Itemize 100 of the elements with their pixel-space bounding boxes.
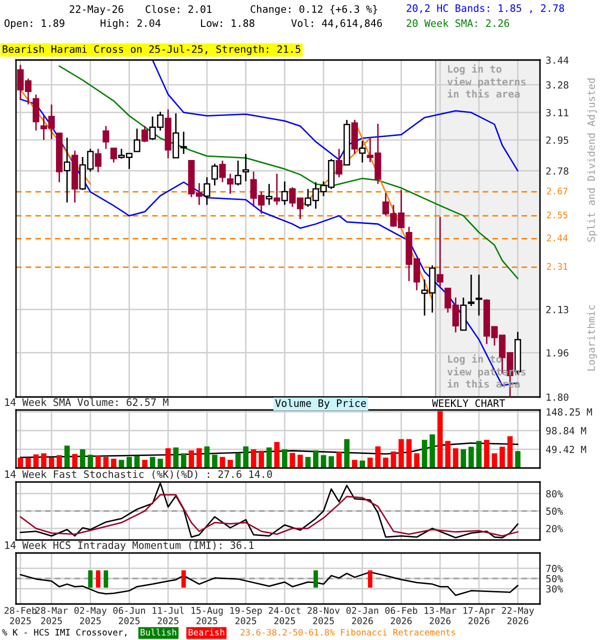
bar [484, 440, 490, 468]
y-tick-label: 50% [546, 508, 563, 515]
bar [158, 458, 163, 468]
candlestick [134, 128, 140, 152]
y-tick-label: 1.96 [546, 349, 568, 357]
text: 20,2 HC Bands: 1.85 , 2.78 [406, 4, 564, 14]
bar [422, 440, 428, 468]
y-tick-label: 98.84 M [546, 427, 586, 434]
x-tick-label: 15-Aug 2025 [191, 607, 223, 624]
y-tick-label: 30% [546, 585, 563, 593]
x-tick-label: 11-Jul 2025 [152, 606, 184, 624]
text: Logarithmic [587, 305, 597, 371]
y-tick-label: 148.25 M [546, 408, 592, 416]
x-tick-label: 22-May 2026 [502, 606, 534, 624]
bar [64, 446, 70, 468]
bar [180, 453, 186, 468]
ref-line-label: 2.67 [546, 188, 568, 194]
bar [250, 449, 256, 468]
bar [452, 448, 458, 468]
bar [328, 456, 334, 468]
ref-line-label: 2.55 [546, 212, 568, 218]
bar [18, 458, 24, 468]
candlestick [204, 176, 210, 206]
y-tick-label: 3.44 [546, 56, 569, 64]
bar [258, 450, 264, 468]
candlestick [436, 216, 444, 288]
y-tick-label: 70% [546, 564, 563, 572]
bar [126, 456, 132, 468]
candlestick [226, 173, 234, 194]
bar [414, 453, 420, 468]
bar [290, 452, 296, 468]
text: % K - HCS IMI Crossover, [2, 628, 126, 637]
x-tick-label: 28-Mar 2025 [36, 606, 68, 624]
candlestick [468, 274, 474, 307]
bar [41, 453, 46, 468]
candlestick [102, 125, 110, 150]
x-tick-label: 19-Sep 2025 [230, 606, 262, 624]
text: Split and Dividend Adjusted [587, 78, 597, 242]
bar [406, 439, 412, 468]
bar [88, 454, 94, 468]
bar [320, 455, 326, 468]
text: Close: 2.01 [146, 5, 212, 13]
candlestick [211, 163, 218, 186]
candlestick [476, 274, 482, 316]
bar [398, 439, 404, 468]
bar [476, 440, 482, 468]
bar [336, 452, 342, 468]
text: Change: 0.12 {+6.3 %} [250, 5, 378, 15]
y-tick-label: 2.78 [546, 167, 568, 175]
y-tick-label: 80% [546, 490, 563, 498]
chart-title: 14 Week Fast Stochastic (%K)(%D) : 27.6 14.0 [5, 470, 272, 480]
candlestick [141, 125, 148, 143]
candlestick [281, 180, 288, 206]
annotation: Log in to view patterns in this area [447, 64, 526, 98]
chart-title: 14 Week SMA Volume: 62.57 M [5, 398, 168, 406]
bar [430, 434, 435, 468]
text: Vol: 44,614,846 [291, 19, 382, 28]
y-tick-label: 2.95 [546, 136, 568, 144]
bar [72, 454, 78, 468]
x-tick-label: 02-Jan 2026 [346, 606, 378, 624]
bar [165, 448, 171, 468]
bar [515, 451, 520, 468]
text: WEEKLY CHART [432, 399, 506, 407]
bar [507, 436, 513, 468]
bar [95, 456, 101, 468]
y-tick-label: 20% [546, 524, 563, 532]
bar [460, 449, 466, 468]
bar [445, 440, 451, 468]
candlestick [336, 148, 342, 178]
bar [196, 448, 202, 468]
bar [352, 460, 358, 468]
text: Volume By Price [275, 399, 366, 409]
bar [367, 458, 373, 468]
candlestick [219, 160, 226, 183]
line-series [20, 442, 518, 458]
bar [228, 460, 233, 468]
y-tick-label: 3.11 [546, 108, 568, 116]
chart-title: 14 Week HCS Intraday Momentum (IMI): 36.1 [5, 541, 254, 551]
bar [313, 450, 318, 468]
text: Bearish Harami Cross on 25-Jul-25, Strength: 21.5 [2, 45, 300, 55]
bar [212, 454, 218, 468]
bar [243, 446, 248, 468]
line-series [20, 494, 518, 537]
x-tick-label: 28-Feb 2025 [4, 606, 36, 624]
x-tick-label: 06-Feb 2026 [385, 606, 418, 624]
bar [375, 446, 381, 468]
text: High: 2.04 [100, 19, 161, 29]
x-tick-label: 24-Oct 2025 [268, 606, 300, 624]
y-tick-label: 50% [546, 575, 563, 582]
bar [500, 446, 505, 468]
bar [56, 455, 62, 468]
y-tick-label: 3.28 [546, 81, 568, 89]
bar [282, 449, 288, 468]
x-tick-label: 02-May 2025 [74, 606, 107, 624]
candlestick [359, 140, 366, 164]
candlestick [110, 148, 117, 164]
bar [48, 458, 54, 468]
candlestick [266, 183, 272, 206]
bar [33, 454, 39, 468]
text: 20 Week SMA: 2.26 [406, 19, 510, 27]
